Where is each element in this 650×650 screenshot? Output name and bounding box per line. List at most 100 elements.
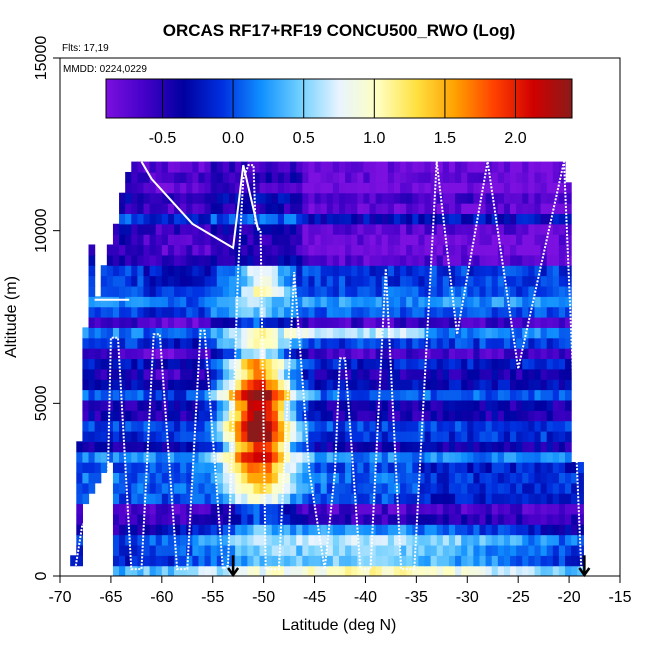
- heat-cell: [222, 503, 230, 515]
- heat-cell: [119, 451, 126, 463]
- heat-cell: [229, 203, 236, 214]
- heat-cell: [210, 244, 218, 256]
- heat-cell: [424, 171, 432, 183]
- heat-cell: [522, 348, 529, 360]
- heat-cell: [412, 503, 420, 515]
- heat-cell: [277, 358, 285, 370]
- heat-cell: [338, 234, 346, 246]
- heat-cell: [137, 161, 145, 173]
- heat-cell: [436, 430, 444, 442]
- heat-cell: [485, 451, 493, 463]
- heat-cell: [332, 462, 340, 473]
- heat-cell: [534, 223, 542, 235]
- heat-cell: [345, 430, 352, 442]
- heat-cell: [387, 317, 395, 328]
- heat-cell: [88, 275, 96, 287]
- heat-cell: [345, 462, 352, 473]
- heat-cell: [290, 213, 297, 225]
- heat-cell: [137, 358, 145, 370]
- heat-cell: [442, 544, 450, 556]
- heat-cell: [558, 399, 566, 411]
- heat-cell: [534, 430, 542, 442]
- heat-cell: [155, 472, 163, 484]
- heat-cell: [161, 337, 169, 349]
- heat-cell: [510, 192, 517, 204]
- heat-cell: [455, 192, 462, 204]
- heat-cell: [167, 254, 175, 266]
- heat-cell: [497, 534, 505, 546]
- heat-cell: [351, 441, 358, 453]
- heat-cell: [161, 203, 169, 214]
- heat-cell: [271, 348, 279, 360]
- heat-cell: [277, 171, 285, 183]
- heat-cell: [351, 534, 358, 546]
- heat-cell: [180, 544, 187, 556]
- heat-cell: [455, 555, 462, 567]
- heat-cell: [436, 182, 444, 194]
- heat-cell: [302, 513, 310, 525]
- heat-cell: [467, 368, 474, 380]
- heat-cell: [455, 306, 462, 318]
- heat-cell: [430, 275, 438, 287]
- heat-cell: [485, 430, 493, 442]
- heat-cell: [167, 441, 175, 453]
- heat-cell: [106, 265, 114, 277]
- heat-cell: [412, 555, 420, 567]
- heat-cell: [363, 503, 371, 515]
- heat-cell: [94, 379, 102, 391]
- heat-cell: [229, 544, 236, 556]
- heat-cell: [503, 348, 511, 360]
- heat-cell: [400, 265, 407, 277]
- heat-cell: [265, 296, 273, 308]
- heat-cell: [296, 399, 303, 411]
- heat-cell: [479, 482, 487, 494]
- heat-cell: [430, 254, 438, 266]
- heat-cell: [112, 389, 120, 401]
- heat-cell: [357, 213, 365, 225]
- heat-cell: [167, 555, 175, 567]
- x-tick-label: -55: [201, 589, 224, 606]
- heat-cell: [149, 441, 157, 453]
- heat-cell: [320, 565, 328, 576]
- heat-cell: [284, 254, 291, 266]
- heat-cell: [186, 462, 193, 473]
- heat-cell: [442, 213, 450, 225]
- heat-cell: [284, 493, 291, 505]
- heat-cell: [216, 275, 224, 287]
- heat-cell: [161, 462, 169, 473]
- heat-cell: [167, 327, 175, 339]
- heat-cell: [424, 306, 432, 318]
- heat-cell: [125, 213, 132, 225]
- heat-cell: [552, 223, 560, 235]
- heat-cell: [436, 265, 444, 277]
- heat-cell: [345, 182, 352, 194]
- heat-cell: [546, 192, 554, 204]
- heat-cell: [375, 296, 383, 308]
- colorbar-tick-label: 1.0: [363, 130, 385, 147]
- heat-cell: [229, 534, 236, 546]
- heat-cell: [180, 265, 187, 277]
- heat-cell: [216, 420, 224, 432]
- heat-cell: [149, 254, 157, 266]
- heat-cell: [284, 534, 291, 546]
- heat-cell: [131, 285, 138, 297]
- heat-cell: [442, 275, 450, 287]
- heat-cell: [216, 337, 224, 349]
- heat-cell: [393, 389, 401, 401]
- heat-cell: [522, 410, 529, 422]
- heat-cell: [412, 192, 420, 204]
- heat-cell: [106, 451, 114, 463]
- heat-cell: [369, 472, 377, 484]
- heat-cell: [497, 389, 505, 401]
- heat-cell: [491, 441, 499, 453]
- heat-cell: [119, 565, 126, 576]
- heat-cell: [277, 275, 285, 287]
- heat-cell: [412, 358, 420, 370]
- heat-cell: [210, 306, 218, 318]
- heat-cell: [338, 254, 346, 266]
- heat-cell: [510, 337, 517, 349]
- heat-cell: [406, 192, 413, 204]
- heat-cell: [204, 513, 212, 525]
- heat-cell: [229, 285, 236, 297]
- heat-cell: [149, 544, 157, 556]
